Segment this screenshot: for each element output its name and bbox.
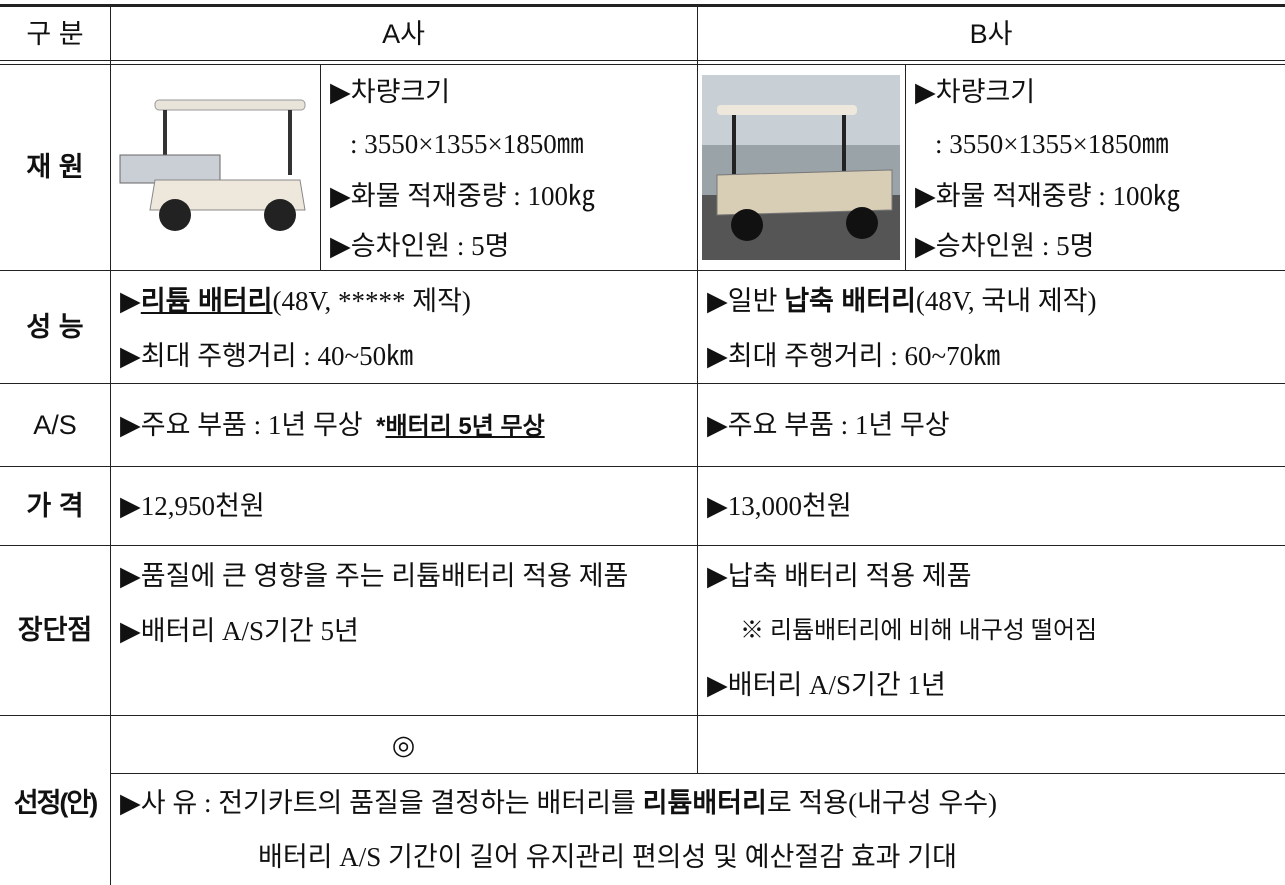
rule [320,64,321,270]
rule [0,383,1285,384]
text: ▶사 유 : 전기카트의 품질을 결정하는 배터리를 [120,788,643,818]
emphasis: * [376,413,386,440]
text: 로 적용(내구성 우수) [766,788,998,818]
text-line: ▶최대 주행거리 : 60~70㎞ [707,341,1001,371]
emphasis: 리튬배터리 [642,788,767,818]
row-label: 선정(안) [13,788,99,818]
rule [110,5,111,885]
row-label: 가 격 [26,491,84,521]
rule [110,773,1285,774]
text-line: ▶사 유 : 전기카트의 품질을 결정하는 배터리를 리튬배터리로 적용(내구성… [120,786,997,820]
text-line: ▶품질에 큰 영향을 주는 리튬배터리 적용 제품 [120,561,629,591]
cart-image-a [119,99,306,231]
header-b: B사 [969,19,1013,49]
row-label: 장단점 [17,615,93,645]
rule [0,270,1285,271]
rule [0,545,1285,546]
spec-line: ▶화물 적재중량 : 100㎏ [330,181,596,211]
text: ▶ [120,286,141,316]
header-a: A사 [382,19,425,49]
cart-image-b [702,75,900,260]
spec-line: ▶승차인원 : 5명 [330,231,510,261]
rule [0,4,1285,7]
spec-line: ▶화물 적재중량 : 100㎏ [915,181,1181,211]
text: (48V, ***** 제작) [272,286,471,316]
emphasis: 납축 배터리 [784,286,916,316]
text-line: ▶12,950천원 [120,491,265,521]
rule [0,64,1285,65]
text-line: ▶일반 납축 배터리(48V, 국내 제작) [707,284,1097,318]
rule [905,64,906,270]
text-line: ▶배터리 A/S기간 5년 [120,616,359,646]
spec-line: ▶차량크기 [915,77,1036,107]
spec-line: : 3550×1355×1850㎜ [350,129,584,159]
text-line: ▶리튬 배터리(48V, ***** 제작) [120,284,471,318]
text-line: ▶13,000천원 [707,491,852,521]
emphasis: 리튬 배터리 [140,286,273,316]
text-line: ▶최대 주행거리 : 40~50㎞ [120,341,414,371]
text-line: ▶주요 부품 : 1년 무상 [707,410,950,440]
spec-line: : 3550×1355×1850㎜ [935,129,1169,159]
rule [697,5,698,773]
row-label: 성 능 [26,312,84,342]
row-label: 재 원 [26,152,84,182]
rule [0,60,1285,61]
selection-mark: ◎ [391,730,416,760]
text-line: ※ 리튬배터리에 비해 내구성 떨어짐 [740,618,1098,644]
rule [0,715,1285,716]
spec-line: ▶승차인원 : 5명 [915,231,1095,261]
row-label: A/S [33,410,77,440]
text-line: ▶주요 부품 : 1년 무상 *배터리 5년 무상 [120,408,545,444]
text-line: ▶배터리 A/S기간 1년 [707,670,946,700]
text-line: ▶납축 배터리 적용 제품 [707,561,972,591]
text-line: 배터리 A/S 기간이 길어 유지관리 편의성 및 예산절감 효과 기대 [258,842,957,872]
rule [0,466,1285,467]
spec-line: ▶차량크기 [330,77,451,107]
emphasis: 배터리 5년 무상 [385,413,545,440]
text: ▶일반 [707,286,785,316]
header-label: 구 분 [26,19,84,49]
text: ▶주요 부품 : 1년 무상 [120,410,363,440]
text: (48V, 국내 제작) [915,286,1097,316]
